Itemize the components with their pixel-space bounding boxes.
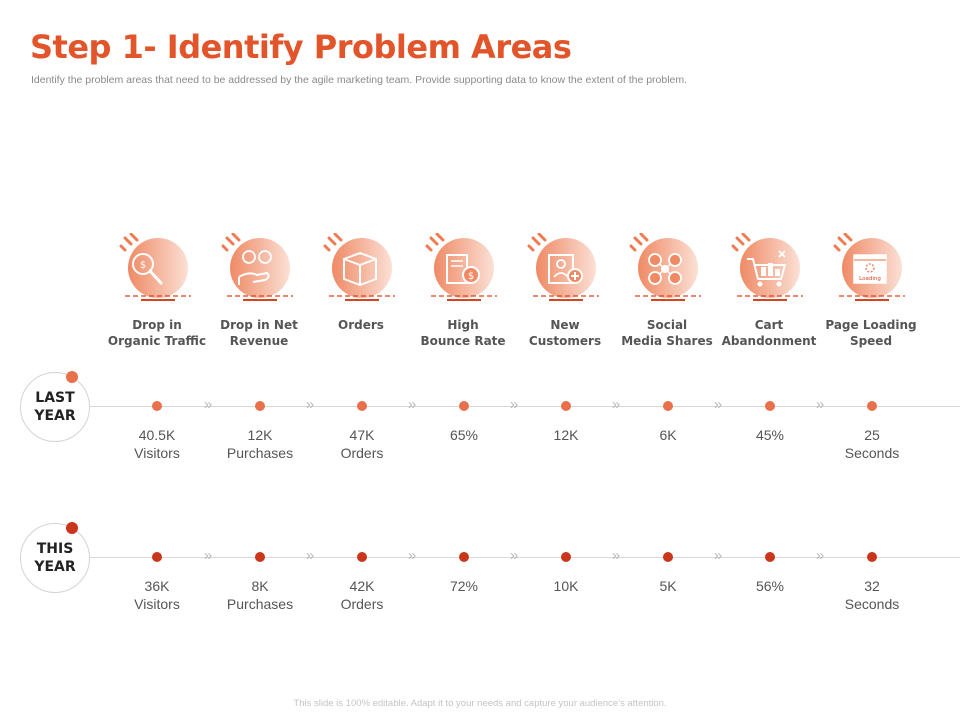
value-last-year-page-loading: 25 Seconds (844, 427, 900, 461)
chevron-right-icon: » (407, 547, 417, 564)
category-cart-abandonment: Cart Abandonment (719, 233, 819, 349)
timeline-dot (255, 401, 265, 411)
timeline-dot (459, 552, 469, 562)
chevron-right-icon: » (305, 547, 315, 564)
timeline-dot (561, 401, 571, 411)
timeline-dot (867, 552, 877, 562)
report-dollar-icon: $ (413, 233, 513, 305)
chevron-right-icon: » (815, 396, 825, 413)
value-last-year-organic-traffic: 40.5K Visitors (134, 427, 180, 461)
magnifier-money-icon: $ (107, 233, 207, 305)
timeline-dot (357, 552, 367, 562)
badge-dot-this-year (66, 522, 78, 534)
category-organic-traffic: $ Drop in Organic Traffic (107, 233, 207, 349)
timeline-dot (255, 552, 265, 562)
value-last-year-new-customers: 12K (553, 427, 579, 443)
timeline-dot (867, 401, 877, 411)
chevron-right-icon: » (203, 547, 213, 564)
category-orders: Orders (311, 233, 411, 333)
svg-text:$: $ (140, 260, 146, 271)
page-title: Step 1- Identify Problem Areas (30, 28, 572, 66)
category-new-customers: New Customers (515, 233, 615, 349)
timeline-dot (152, 401, 162, 411)
chevron-right-icon: » (509, 396, 519, 413)
chevron-right-icon: » (305, 396, 315, 413)
svg-text:$: $ (468, 271, 474, 282)
chevron-right-icon: » (611, 547, 621, 564)
timeline-dot (663, 401, 673, 411)
timeline-dot (765, 401, 775, 411)
category-social-shares: Social Media Shares (617, 233, 717, 349)
box-icon (311, 233, 411, 305)
value-this-year-cart-abandonment: 56% (755, 578, 785, 594)
chevron-right-icon: » (509, 547, 519, 564)
chevron-right-icon: » (815, 547, 825, 564)
footer-note: This slide is 100% editable. Adapt it to… (293, 698, 667, 709)
chevron-right-icon: » (713, 547, 723, 564)
value-this-year-orders: 42K Orders (340, 578, 384, 612)
chevron-right-icon: » (611, 396, 621, 413)
value-last-year-cart-abandonment: 45% (755, 427, 785, 443)
chevron-right-icon: » (407, 396, 417, 413)
category-page-loading: Loading Page Loading Speed (821, 233, 921, 349)
category-net-revenue: Drop in Net Revenue (209, 233, 309, 349)
row-badge-last-year: LAST YEAR (20, 372, 90, 442)
chevron-right-icon: » (203, 396, 213, 413)
value-this-year-page-loading: 32 Seconds (844, 578, 900, 612)
value-this-year-net-revenue: 8K Purchases (226, 578, 294, 612)
browser-loading-icon: Loading (821, 233, 921, 305)
value-this-year-organic-traffic: 36K Visitors (134, 578, 180, 612)
hand-coins-icon (209, 233, 309, 305)
page-subtitle: Identify the problem areas that need to … (31, 74, 688, 86)
value-last-year-net-revenue: 12K Purchases (226, 427, 294, 461)
timeline-dot (561, 552, 571, 562)
timeline-dot (459, 401, 469, 411)
row-badge-this-year: THIS YEAR (20, 523, 90, 593)
svg-text:Loading: Loading (859, 276, 881, 282)
social-network-icon (617, 233, 717, 305)
value-last-year-orders: 47K Orders (340, 427, 384, 461)
value-this-year-social-shares: 5K (659, 578, 677, 594)
timeline-line-last-year (85, 406, 960, 407)
timeline-dot (663, 552, 673, 562)
value-last-year-social-shares: 6K (659, 427, 677, 443)
timeline-dot (152, 552, 162, 562)
value-this-year-new-customers: 10K (553, 578, 579, 594)
cart-icon (719, 233, 819, 305)
value-this-year-bounce-rate: 72% (449, 578, 479, 594)
add-user-icon (515, 233, 615, 305)
timeline-dot (765, 552, 775, 562)
chevron-right-icon: » (713, 396, 723, 413)
timeline-dot (357, 401, 367, 411)
value-last-year-bounce-rate: 65% (449, 427, 479, 443)
timeline-line-this-year (85, 557, 960, 558)
badge-dot-last-year (66, 371, 78, 383)
category-bounce-rate: $ High Bounce Rate (413, 233, 513, 349)
